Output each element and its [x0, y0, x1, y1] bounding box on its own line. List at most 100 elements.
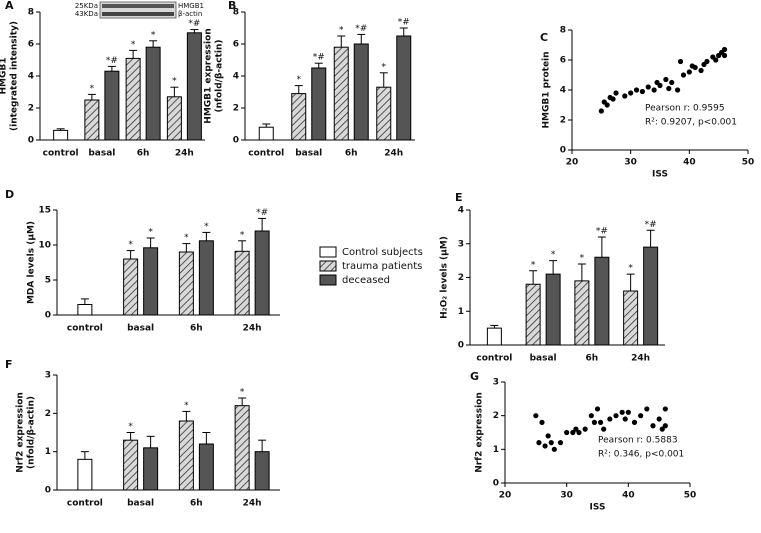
point — [666, 85, 672, 92]
significance-label: * — [551, 250, 556, 260]
y-tick-label: 0 — [45, 486, 51, 496]
y-tick-label: 4 — [233, 72, 239, 82]
y-tick-label: 3 — [45, 371, 51, 381]
significance-label: *# — [645, 220, 657, 230]
significance-label: *# — [398, 18, 410, 28]
point — [601, 426, 607, 432]
point — [545, 433, 551, 439]
point — [631, 419, 638, 425]
bar — [545, 273, 561, 346]
y-tick-label: 0 — [233, 136, 239, 146]
point — [698, 67, 704, 74]
point — [692, 64, 698, 71]
x-tick-label: 6h — [190, 499, 203, 509]
y-axis-label: Nrf2 expression — [475, 392, 485, 473]
point — [639, 88, 646, 95]
bar — [234, 250, 250, 316]
y-tick-label: 6 — [28, 40, 34, 50]
y-tick-label: 3 — [493, 378, 499, 388]
significance-label: * — [151, 30, 156, 40]
legend-label: trauma patients — [342, 261, 422, 272]
panel-letter: G — [470, 370, 479, 383]
point — [659, 426, 665, 432]
point — [677, 58, 684, 65]
inset-label: HMGB1 — [178, 2, 204, 10]
x-tick-label: control — [248, 149, 284, 159]
bar — [376, 86, 392, 141]
legend-label: deceased — [342, 275, 390, 286]
bar — [145, 46, 161, 141]
point — [713, 57, 719, 63]
point — [657, 82, 663, 89]
point — [582, 426, 588, 432]
bar — [525, 283, 541, 346]
x-tick-label: 40 — [683, 158, 696, 168]
point — [669, 79, 675, 86]
point — [721, 52, 728, 59]
significance-label: * — [339, 26, 344, 36]
point — [721, 46, 728, 53]
bar — [254, 230, 270, 316]
inset-label: β-actin — [178, 10, 202, 18]
point — [539, 419, 545, 425]
y-tick-label: 3 — [458, 239, 464, 249]
significance-label: * — [172, 77, 177, 87]
bar — [258, 126, 274, 141]
bar — [178, 251, 194, 316]
significance-label: *# — [313, 53, 325, 63]
point — [597, 419, 604, 425]
significance-label: *# — [188, 19, 200, 29]
significance-label: * — [382, 62, 387, 72]
blot-band — [102, 12, 174, 16]
stat-annotation: Pearson r: 0.5883 — [598, 436, 678, 446]
bar — [84, 99, 100, 141]
y-axis-label: MDA levels (μM) — [27, 221, 37, 304]
x-tick-label: 40 — [622, 491, 635, 501]
point — [638, 413, 644, 419]
significance-label: * — [90, 84, 95, 94]
x-tick-label: 24h — [384, 149, 403, 159]
y-tick-label: 5 — [45, 276, 51, 286]
y-axis-label: H₂O₂ levels (μM) — [440, 236, 450, 319]
y-tick-label: 2 — [493, 411, 499, 421]
x-tick-label: 20 — [566, 158, 579, 168]
y-axis-label: (integrated intensity) — [10, 21, 20, 131]
significance-label: * — [184, 233, 189, 243]
y-tick-label: 4 — [28, 72, 34, 82]
y-axis-label: HMGB1 expression — [204, 28, 214, 123]
panel-letter: E — [455, 191, 463, 204]
stat-annotation: Pearson r: 0.9595 — [645, 104, 725, 114]
x-tick-label: basal — [127, 324, 154, 334]
point — [564, 429, 570, 436]
y-tick-label: 2 — [458, 273, 464, 283]
panel-letter: F — [5, 358, 13, 371]
legend-swatch — [319, 274, 337, 286]
legend-swatch — [319, 260, 337, 272]
y-tick-label: 6 — [233, 40, 239, 50]
significance-label: * — [128, 240, 133, 250]
point — [675, 87, 681, 93]
point — [704, 58, 710, 65]
panel-letter: C — [540, 31, 548, 44]
point — [536, 440, 542, 446]
significance-label: * — [204, 222, 209, 232]
significance-label: * — [131, 40, 136, 50]
significance-label: * — [240, 388, 245, 398]
bar — [125, 57, 141, 141]
y-tick-label: 0 — [458, 341, 464, 351]
bar — [353, 43, 369, 141]
significance-label: * — [531, 260, 536, 270]
x-tick-label: basal — [295, 149, 322, 159]
panel-letter: A — [5, 0, 14, 12]
significance-label: *# — [106, 56, 118, 66]
panel-letter: B — [228, 0, 236, 12]
y-tick-label: 2 — [45, 409, 51, 419]
x-tick-label: 24h — [243, 499, 262, 509]
x-tick-label: 24h — [243, 324, 262, 334]
legend-swatch — [319, 246, 337, 258]
point — [663, 76, 669, 83]
point — [662, 423, 668, 429]
bar — [178, 420, 194, 491]
bar — [53, 129, 69, 141]
